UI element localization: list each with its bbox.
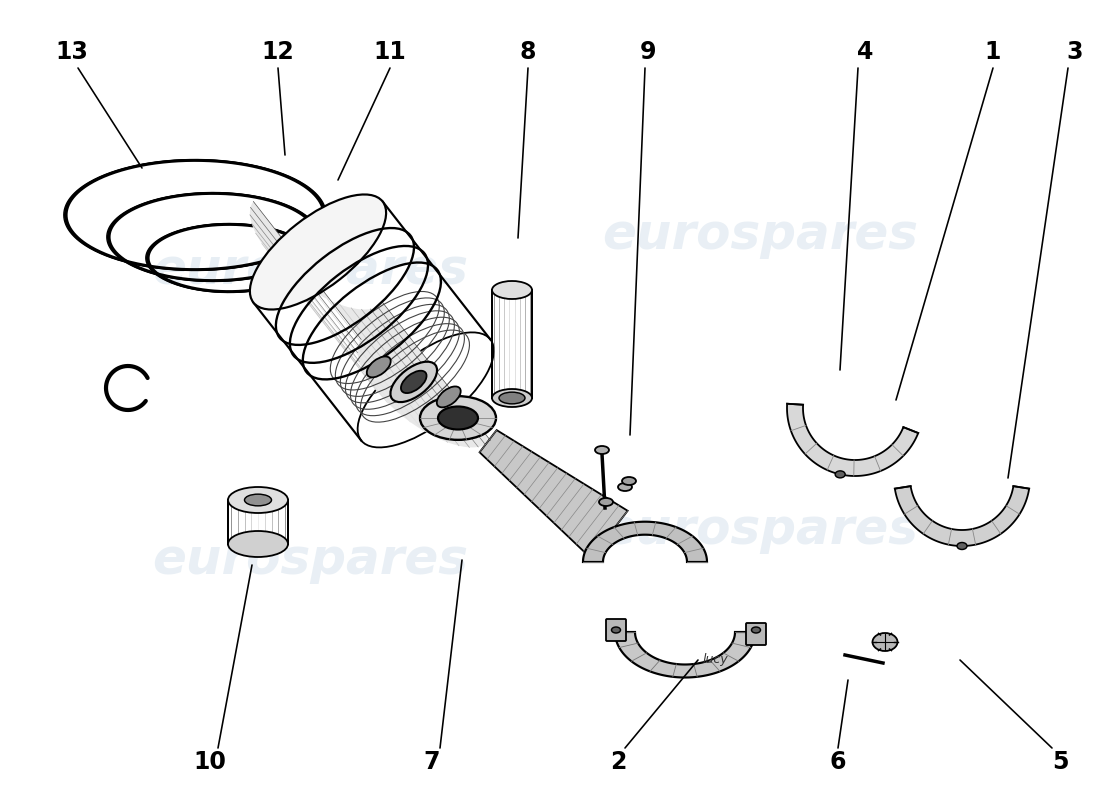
Ellipse shape xyxy=(358,332,494,447)
Ellipse shape xyxy=(872,633,898,651)
Text: 2: 2 xyxy=(609,750,626,774)
Ellipse shape xyxy=(499,392,525,404)
Ellipse shape xyxy=(492,389,532,407)
Polygon shape xyxy=(480,430,628,558)
Text: 9: 9 xyxy=(640,40,657,64)
Text: 10: 10 xyxy=(194,750,227,774)
Text: 11: 11 xyxy=(374,40,406,64)
Text: 8: 8 xyxy=(519,40,537,64)
Ellipse shape xyxy=(437,386,461,407)
Ellipse shape xyxy=(420,396,496,440)
Ellipse shape xyxy=(957,542,967,550)
Text: eurospares: eurospares xyxy=(602,211,918,259)
Text: 6: 6 xyxy=(829,750,846,774)
Text: eurospares: eurospares xyxy=(152,246,468,294)
Ellipse shape xyxy=(492,281,532,299)
Ellipse shape xyxy=(390,362,437,402)
Polygon shape xyxy=(894,486,1030,546)
Text: 13: 13 xyxy=(56,40,88,64)
Polygon shape xyxy=(250,202,491,447)
Text: lucy: lucy xyxy=(702,654,728,666)
Polygon shape xyxy=(583,522,707,562)
Text: 5: 5 xyxy=(1052,750,1068,774)
FancyBboxPatch shape xyxy=(746,623,766,645)
Text: eurospares: eurospares xyxy=(152,536,468,584)
Text: 12: 12 xyxy=(262,40,295,64)
Ellipse shape xyxy=(244,494,272,506)
Ellipse shape xyxy=(835,471,845,478)
Ellipse shape xyxy=(751,627,760,633)
Polygon shape xyxy=(786,404,918,476)
Polygon shape xyxy=(615,632,755,678)
Ellipse shape xyxy=(228,531,288,557)
Ellipse shape xyxy=(600,498,613,506)
Ellipse shape xyxy=(618,483,632,491)
Text: 3: 3 xyxy=(1067,40,1084,64)
Ellipse shape xyxy=(621,477,636,485)
Ellipse shape xyxy=(228,487,288,513)
Text: 4: 4 xyxy=(857,40,873,64)
Ellipse shape xyxy=(400,370,427,393)
FancyBboxPatch shape xyxy=(606,619,626,641)
Ellipse shape xyxy=(366,357,390,378)
Text: 7: 7 xyxy=(424,750,440,774)
Ellipse shape xyxy=(595,446,609,454)
Text: eurospares: eurospares xyxy=(602,506,918,554)
Ellipse shape xyxy=(250,194,386,310)
Ellipse shape xyxy=(612,627,620,633)
Ellipse shape xyxy=(438,406,478,430)
Text: 1: 1 xyxy=(984,40,1001,64)
